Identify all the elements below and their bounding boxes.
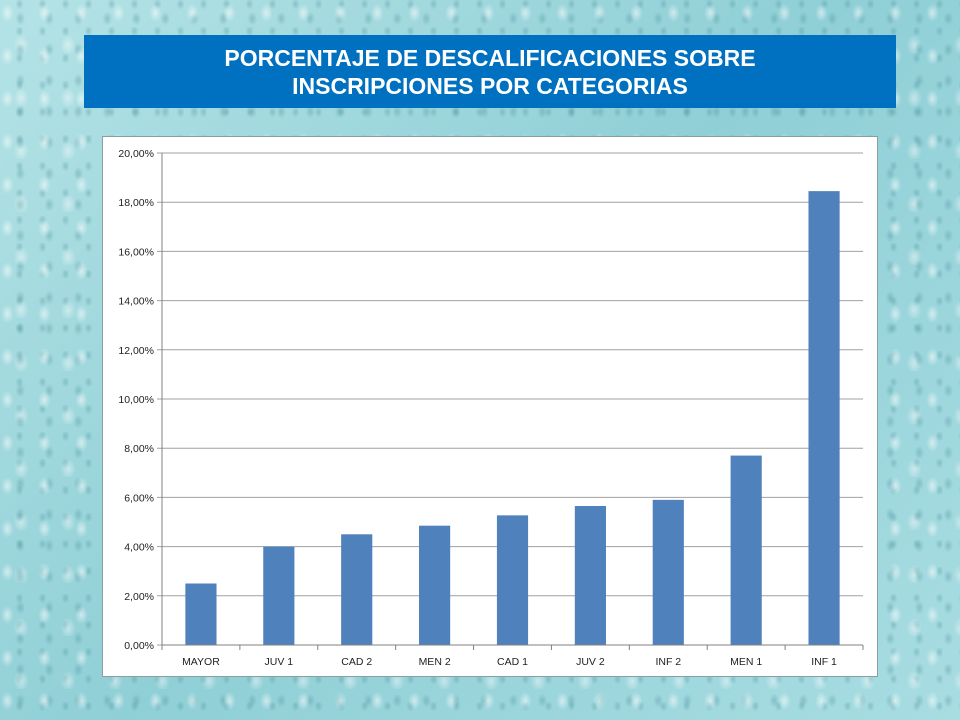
y-tick-label: 4,00% xyxy=(124,542,154,554)
y-tick-label: 20,00% xyxy=(118,148,154,160)
x-tick-label: MEN 2 xyxy=(419,656,451,668)
bar xyxy=(730,455,762,645)
bar xyxy=(574,506,606,645)
bar-chart: 0,00% 2,00% 4,00% 6,00% 8,00% 10,00% 12,00% 14,… xyxy=(118,148,864,668)
y-tick-label: 12,00% xyxy=(118,345,154,357)
bar xyxy=(496,515,529,645)
bar xyxy=(185,583,217,645)
y-tick-label: 18,00% xyxy=(118,197,154,209)
title-banner: PORCENTAJE DE DESCALIFICACIONES SOBRE IN… xyxy=(84,35,896,108)
chart-title: PORCENTAJE DE DESCALIFICACIONES SOBRE IN… xyxy=(224,44,756,99)
bar xyxy=(652,499,684,645)
chart-area: 0,00% 2,00% 4,00% 6,00% 8,00% 10,00% 12,00% 14,… xyxy=(102,136,878,677)
x-tick-label: JUV 2 xyxy=(576,656,605,668)
y-tick-label: 8,00% xyxy=(124,443,154,455)
x-tick-label: JUV 1 xyxy=(265,656,294,668)
y-tick-label: 16,00% xyxy=(118,246,154,258)
bars xyxy=(185,191,840,645)
x-tick-label: CAD 2 xyxy=(341,656,372,668)
bar xyxy=(808,191,840,645)
y-tick-label: 6,00% xyxy=(124,492,154,504)
x-tick-label: INF 1 xyxy=(811,656,837,668)
x-tick-label: INF 2 xyxy=(655,656,681,668)
bar xyxy=(419,525,451,645)
bar xyxy=(341,534,373,645)
y-tick-label: 14,00% xyxy=(118,296,154,308)
axes xyxy=(161,153,864,650)
x-tick-label: CAD 1 xyxy=(497,656,528,668)
y-tick-label: 0,00% xyxy=(124,640,154,652)
x-tick-labels: MAYOR JUV 1 CAD 2 MEN 2 CAD 1 JUV 2 INF 2 MEN 1… xyxy=(182,656,837,668)
y-tick-label: 10,00% xyxy=(118,394,154,406)
x-tick-label: MAYOR xyxy=(182,656,220,668)
y-tick-label: 2,00% xyxy=(124,591,154,603)
y-tick-labels: 0,00% 2,00% 4,00% 6,00% 8,00% 10,00% 12,00% 14,… xyxy=(118,148,154,652)
bar xyxy=(263,546,295,645)
x-tick-label: MEN 1 xyxy=(730,656,762,668)
